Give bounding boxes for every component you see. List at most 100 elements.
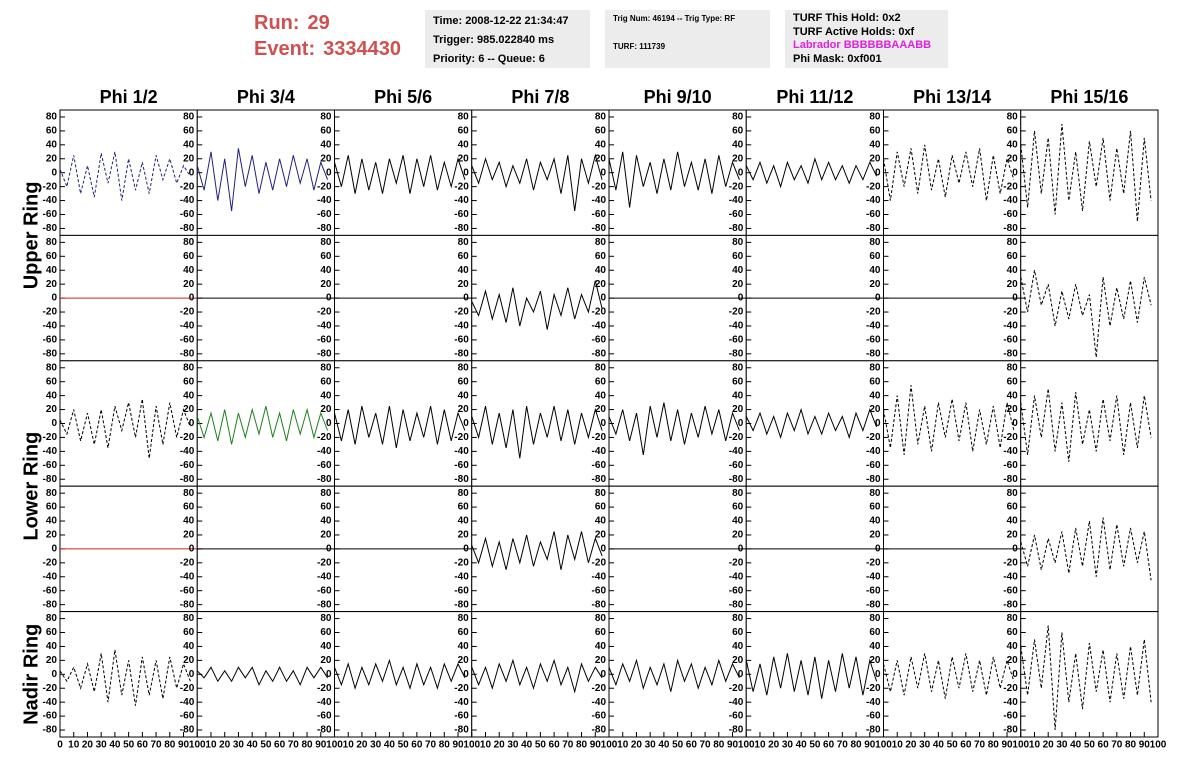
y-tick-label: -60 <box>43 585 58 596</box>
run-number: 29 <box>307 12 330 34</box>
y-tick-label: 80 <box>1007 112 1019 123</box>
y-tick-label: -80 <box>592 725 607 736</box>
y-tick-label: -20 <box>454 557 469 568</box>
y-tick-label: 20 <box>732 153 744 164</box>
y-tick-label: -40 <box>1003 446 1018 457</box>
y-tick-label: 20 <box>1007 655 1019 666</box>
info-line: Trig Num: 46194 -- Trig Type: RF <box>613 14 736 23</box>
y-tick-label: -80 <box>592 599 607 610</box>
y-tick-label: 0 <box>738 669 744 680</box>
y-tick-label: -60 <box>592 585 607 596</box>
y-tick-label: 60 <box>1007 502 1019 513</box>
y-tick-label: 60 <box>869 376 881 387</box>
y-tick-label: -60 <box>729 460 744 471</box>
y-tick-label: -40 <box>43 321 58 332</box>
y-tick-label: -20 <box>43 307 58 318</box>
panel <box>745 360 884 487</box>
y-tick-label: 40 <box>46 390 58 401</box>
y-tick-label: -60 <box>866 335 881 346</box>
panel <box>608 360 747 487</box>
y-tick-label: 80 <box>595 613 607 624</box>
y-tick-label: -40 <box>317 571 332 582</box>
x-tick-label: 90 <box>727 740 739 751</box>
y-tick-label: -80 <box>1003 474 1018 485</box>
panel <box>608 611 747 738</box>
waveform <box>745 407 878 440</box>
y-tick-label: -40 <box>317 697 332 708</box>
y-tick-label: -80 <box>180 348 195 359</box>
y-tick-label: -20 <box>592 307 607 318</box>
y-tick-label: 40 <box>46 139 58 150</box>
y-tick-label: -40 <box>592 446 607 457</box>
y-tick-label: -60 <box>43 335 58 346</box>
y-tick-label: -80 <box>454 223 469 234</box>
x-tick-label: 40 <box>1070 740 1082 751</box>
y-tick-label: 0 <box>463 167 469 178</box>
y-tick-label: 60 <box>732 126 744 137</box>
y-tick-label: -20 <box>454 307 469 318</box>
x-tick-label: 90 <box>864 740 876 751</box>
y-tick-label: -40 <box>454 697 469 708</box>
y-tick-label: 80 <box>869 237 881 248</box>
y-tick-label: 20 <box>732 530 744 541</box>
y-tick-label: -60 <box>180 711 195 722</box>
y-tick-label: 20 <box>320 153 332 164</box>
y-tick-label: -40 <box>866 571 881 582</box>
y-tick-label: -60 <box>866 460 881 471</box>
run-event: Run: 29 Event: 3334430 <box>254 10 401 62</box>
y-tick-label: -60 <box>592 209 607 220</box>
x-tick-label: 50 <box>809 740 821 751</box>
y-tick-label: 60 <box>595 502 607 513</box>
y-tick-label: 40 <box>732 390 744 401</box>
y-tick-label: 20 <box>869 153 881 164</box>
y-tick-label: -40 <box>729 571 744 582</box>
x-tick-label: 30 <box>645 740 657 751</box>
y-tick-label: 60 <box>46 627 58 638</box>
y-tick-label: 0 <box>463 418 469 429</box>
y-tick-label: 60 <box>458 126 470 137</box>
x-tick-label: 30 <box>507 740 519 751</box>
y-tick-label: 60 <box>869 251 881 262</box>
x-tick-label: 80 <box>988 740 1000 751</box>
waveform <box>471 531 603 570</box>
y-tick-label: -80 <box>1003 348 1018 359</box>
column-header: Phi 13/14 <box>913 87 991 107</box>
waveform <box>59 399 191 459</box>
y-tick-label: 20 <box>320 279 332 290</box>
x-tick-label: 20 <box>768 740 780 751</box>
y-tick-label: 0 <box>600 669 606 680</box>
y-tick-label: -80 <box>454 725 469 736</box>
panel <box>471 234 610 362</box>
y-tick-label: -20 <box>592 432 607 443</box>
y-tick-label: 20 <box>320 655 332 666</box>
x-tick-label: 40 <box>658 740 670 751</box>
x-tick-label: 20 <box>905 740 917 751</box>
y-tick-label: -40 <box>180 697 195 708</box>
y-tick-label: -60 <box>1003 711 1018 722</box>
x-tick-label: 60 <box>549 740 561 751</box>
y-tick-label: 60 <box>320 126 332 137</box>
x-tick-label: 0 <box>57 740 63 751</box>
x-tick-label: 100 <box>601 740 618 751</box>
column-header: Phi 1/2 <box>100 87 158 107</box>
y-tick-label: -40 <box>43 571 58 582</box>
y-tick-label: 40 <box>46 516 58 527</box>
y-tick-label: -80 <box>180 223 195 234</box>
y-tick-label: 60 <box>595 627 607 638</box>
y-tick-label: -80 <box>866 725 881 736</box>
y-tick-label: -60 <box>454 460 469 471</box>
y-tick-label: 80 <box>1007 362 1019 373</box>
y-tick-label: 60 <box>320 376 332 387</box>
row-label: Upper Ring <box>20 182 42 290</box>
info-box: Trig Num: 46194 -- Trig Type: RF TURF: 11… <box>605 10 770 68</box>
y-tick-label: -60 <box>454 335 469 346</box>
y-tick-label: 40 <box>732 516 744 527</box>
y-tick-label: -20 <box>866 432 881 443</box>
y-tick-label: -40 <box>43 446 58 457</box>
y-tick-label: 40 <box>869 265 881 276</box>
panel <box>471 485 610 613</box>
y-tick-label: 60 <box>183 126 195 137</box>
y-tick-label: 0 <box>189 167 195 178</box>
y-tick-label: 60 <box>458 376 470 387</box>
panel <box>745 611 884 738</box>
